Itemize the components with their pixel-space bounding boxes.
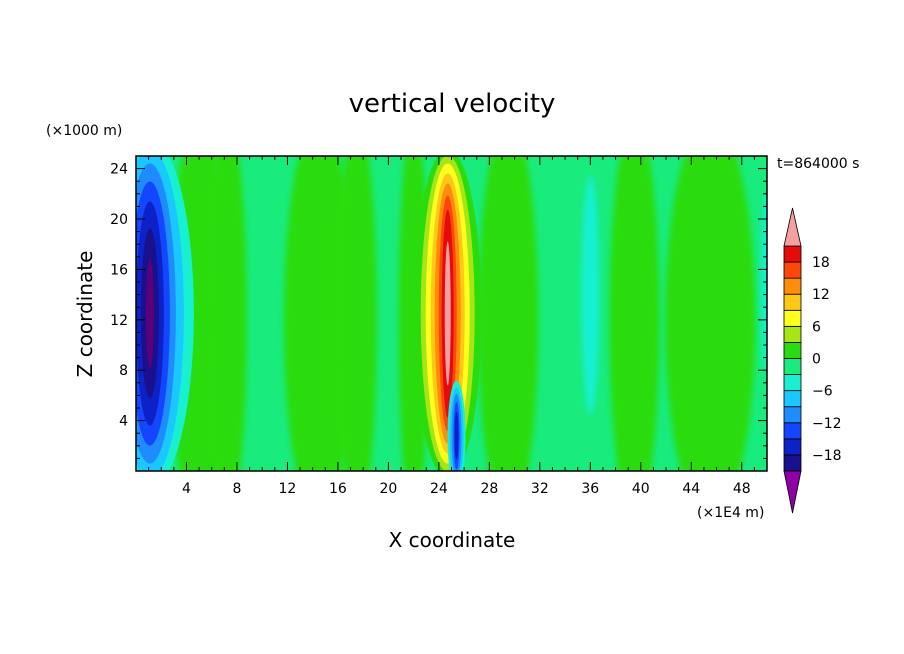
weak-updraft-streak <box>609 156 660 471</box>
colorbar-segment <box>783 309 802 327</box>
colorbar-segment <box>783 406 802 424</box>
colorbar-tick-label: 0 <box>812 352 821 368</box>
colorbar-segment <box>783 261 802 279</box>
x-tick-label: 28 <box>480 481 498 497</box>
plot-area <box>136 156 767 471</box>
x-tick-label: 36 <box>581 481 599 497</box>
time-label: t=864000 s <box>777 156 859 172</box>
weak-updraft-streak <box>336 156 377 471</box>
colorbar-segment <box>783 374 802 392</box>
colorbar-under-arrow <box>783 470 802 514</box>
x-tick-label: 20 <box>379 481 397 497</box>
colorbar-tick-label: −6 <box>812 384 833 400</box>
y-tick-label: 16 <box>110 262 128 278</box>
x-tick-label: 12 <box>279 481 297 497</box>
colorbar-tick-label: −18 <box>812 448 842 464</box>
colorbar-segment <box>783 358 802 375</box>
colorbar-segment <box>783 293 802 311</box>
colorbar-segment <box>783 390 802 408</box>
x-tick-label: 32 <box>531 481 549 497</box>
colorbar-segment <box>783 422 802 440</box>
colorbar-segment <box>783 342 802 359</box>
weak-updraft-streak <box>665 156 756 471</box>
x-tick-label: 4 <box>182 481 191 497</box>
y-axis-label: Z coordinate <box>73 251 97 378</box>
x-tick-label: 40 <box>632 481 650 497</box>
colorbar-segment <box>783 277 802 295</box>
x-axis: 4 8 12 16 20 24 28 32 36 40 44 48 <box>148 156 755 497</box>
y-tick-label: 8 <box>119 363 128 379</box>
y-axis: 4 8 12 16 20 24 <box>110 162 767 459</box>
colorbar-tick-label: 18 <box>812 255 830 271</box>
y-tick-label: 4 <box>119 414 128 430</box>
weak-updraft-streak <box>284 156 354 471</box>
colorbar-tick-label: 6 <box>812 319 821 335</box>
y-tick-label: 12 <box>110 313 128 329</box>
weak-downdraft-streak <box>581 174 600 415</box>
x-tick-label: 16 <box>329 481 347 497</box>
downdraft-band <box>145 258 154 369</box>
colorbar-segment <box>783 325 802 343</box>
colorbar-tick-label: 12 <box>812 287 830 303</box>
downdraft-core-band <box>454 411 459 460</box>
x-tick-label: 24 <box>430 481 448 497</box>
y-tick-label: 20 <box>110 212 128 228</box>
x-tick-label: 44 <box>682 481 700 497</box>
weak-updraft-streak <box>478 156 539 471</box>
colorbar-over-arrow <box>783 207 802 247</box>
chart-title: vertical velocity <box>349 89 556 119</box>
weak-updraft-streak <box>206 156 247 471</box>
updraft-band <box>444 241 451 386</box>
x-axis-label: X coordinate <box>389 528 516 552</box>
x-tick-label: 48 <box>733 481 751 497</box>
colorbar-segment <box>783 245 802 263</box>
x-axis-unit: (×1E4 m) <box>697 505 764 521</box>
y-axis-unit: (×1000 m) <box>46 123 122 139</box>
colorbar-tick-label: −12 <box>812 416 842 432</box>
colorbar-segment <box>783 454 802 472</box>
x-tick-label: 8 <box>232 481 241 497</box>
contour-bands <box>136 156 767 471</box>
y-tick-label: 24 <box>110 162 128 178</box>
colorbar: 18 12 6 0 −6 −12 −18 <box>783 207 842 514</box>
colorbar-segment <box>783 438 802 456</box>
